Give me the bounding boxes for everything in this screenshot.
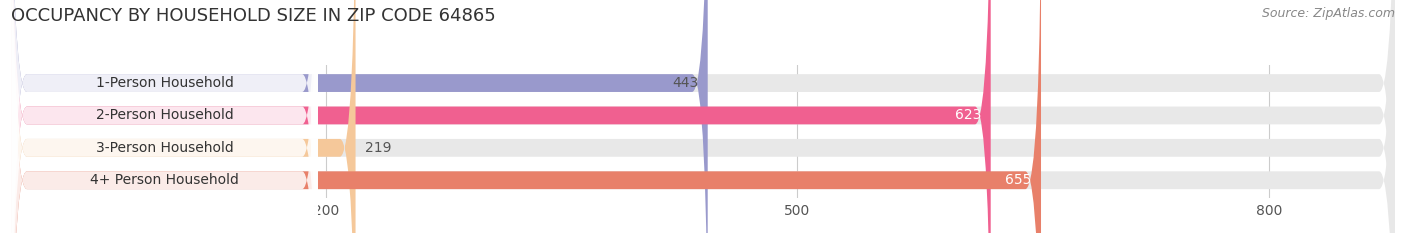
FancyBboxPatch shape (11, 0, 1040, 233)
FancyBboxPatch shape (11, 0, 318, 233)
FancyBboxPatch shape (11, 0, 318, 233)
Text: 623: 623 (955, 108, 981, 123)
Text: Source: ZipAtlas.com: Source: ZipAtlas.com (1261, 7, 1395, 20)
Text: 3-Person Household: 3-Person Household (96, 141, 233, 155)
FancyBboxPatch shape (11, 0, 1395, 233)
Text: 2-Person Household: 2-Person Household (96, 108, 233, 123)
FancyBboxPatch shape (11, 0, 1395, 233)
Text: 655: 655 (1005, 173, 1032, 187)
FancyBboxPatch shape (11, 0, 1395, 233)
FancyBboxPatch shape (11, 0, 356, 233)
Text: 4+ Person Household: 4+ Person Household (90, 173, 239, 187)
Text: 1-Person Household: 1-Person Household (96, 76, 233, 90)
FancyBboxPatch shape (11, 0, 707, 233)
FancyBboxPatch shape (11, 0, 318, 233)
FancyBboxPatch shape (11, 0, 318, 233)
FancyBboxPatch shape (11, 0, 991, 233)
Text: 219: 219 (366, 141, 391, 155)
Text: OCCUPANCY BY HOUSEHOLD SIZE IN ZIP CODE 64865: OCCUPANCY BY HOUSEHOLD SIZE IN ZIP CODE … (11, 7, 496, 25)
Text: 443: 443 (672, 76, 699, 90)
FancyBboxPatch shape (11, 0, 1395, 233)
